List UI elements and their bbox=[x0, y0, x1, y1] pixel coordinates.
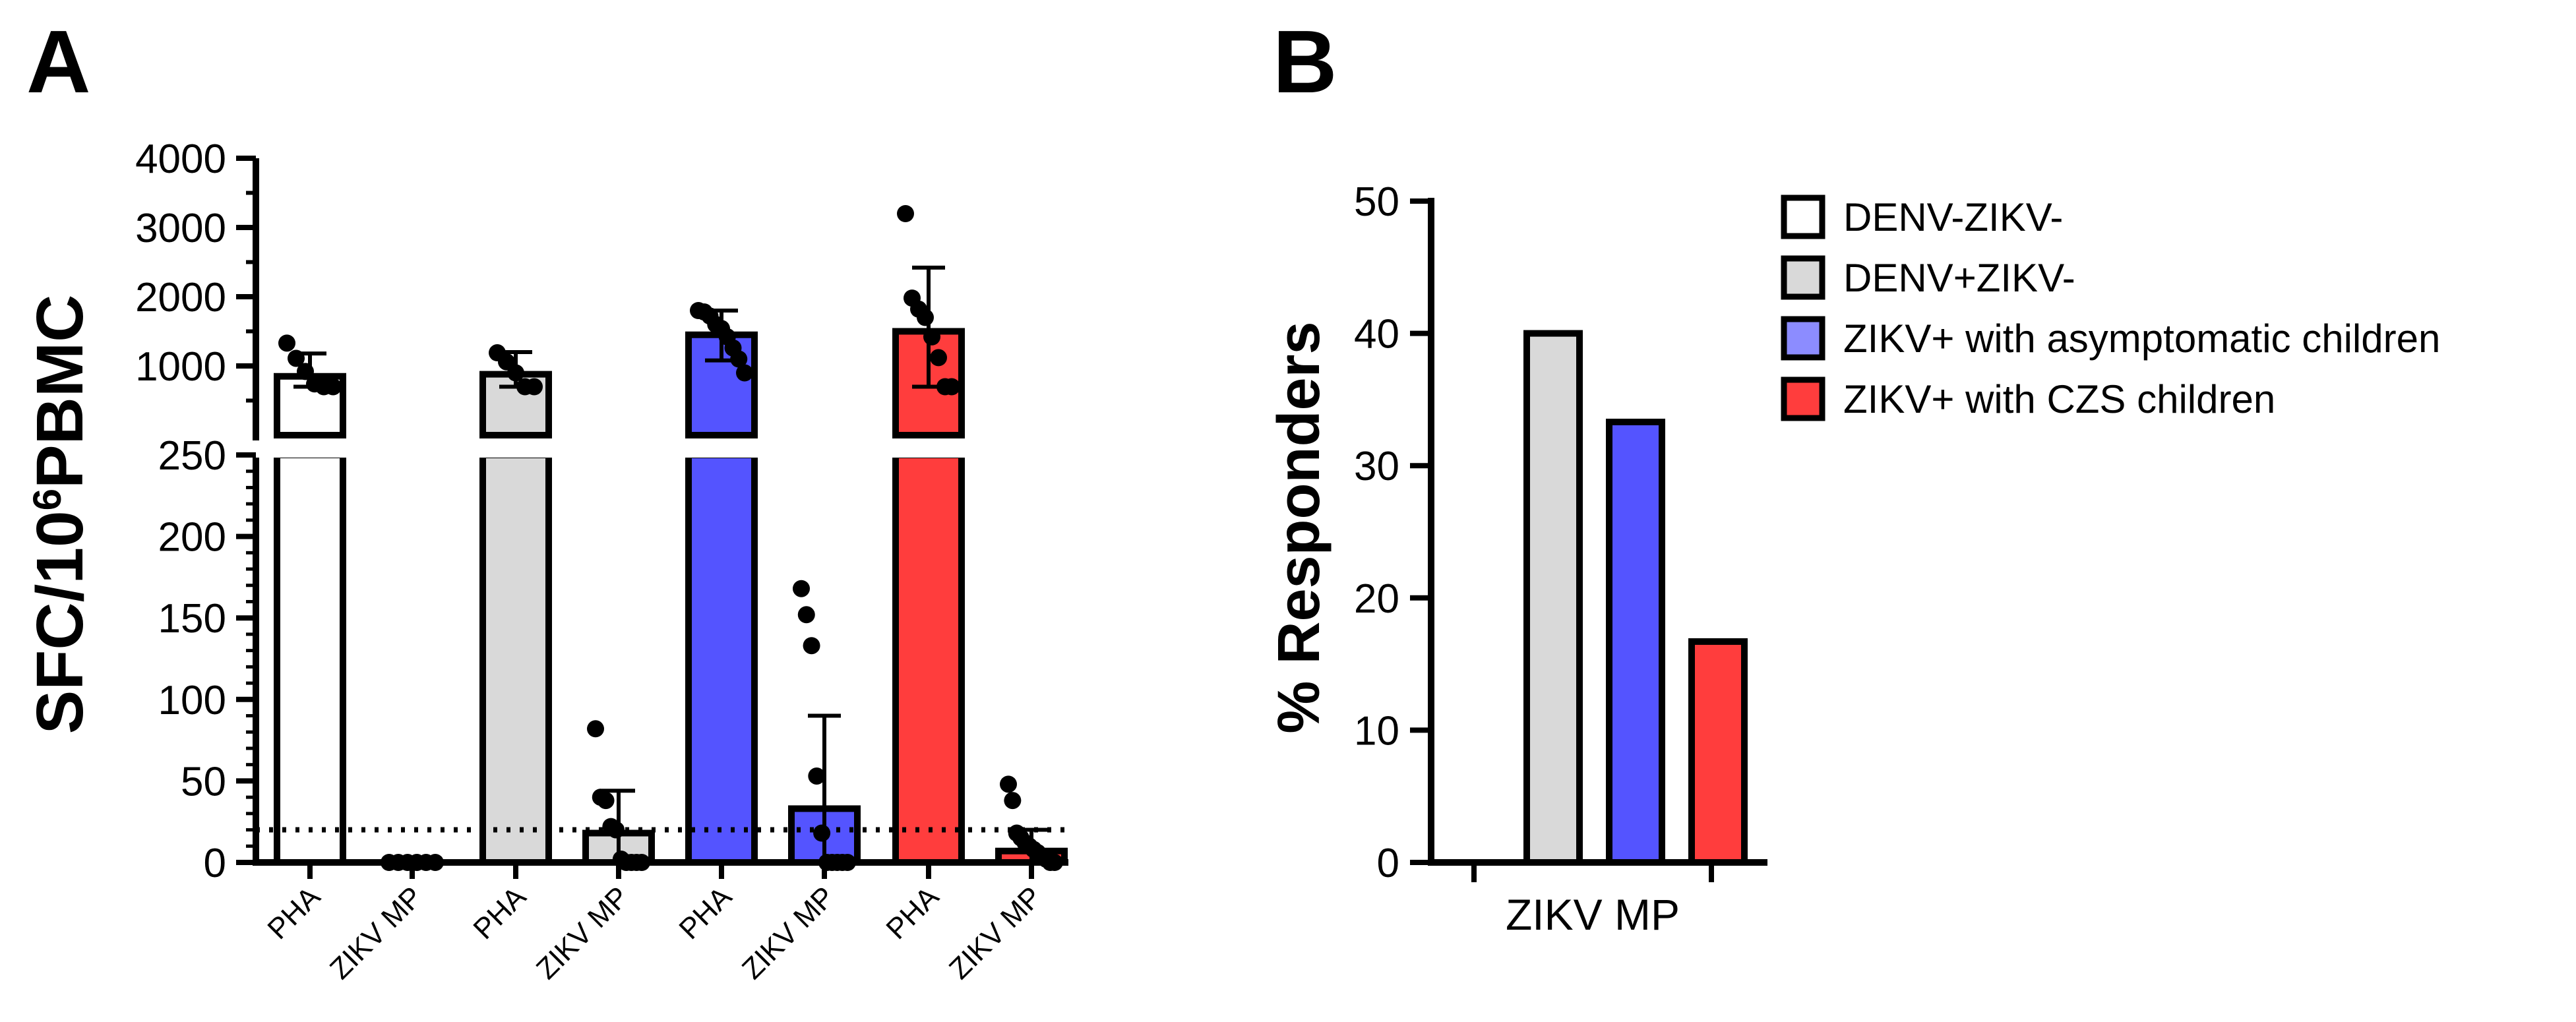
data-point bbox=[897, 205, 914, 222]
data-point bbox=[297, 363, 314, 380]
y-tick-label-upper: 4000 bbox=[135, 136, 226, 182]
data-point bbox=[324, 378, 342, 396]
y-tick-label-upper: 2000 bbox=[135, 275, 226, 320]
y-tick-label: 40 bbox=[1354, 312, 1399, 357]
y-tick-label: 20 bbox=[1354, 576, 1399, 622]
data-point bbox=[793, 580, 810, 597]
legend-label-1: DENV+ZIKV- bbox=[1843, 256, 2075, 300]
panel-b-y-axis-label: % Responders bbox=[1266, 321, 1332, 733]
data-point bbox=[507, 364, 524, 382]
data-point bbox=[813, 824, 831, 842]
data-point bbox=[1004, 792, 1022, 810]
data-point bbox=[278, 334, 295, 352]
y-tick-label: 0 bbox=[1377, 841, 1399, 886]
data-point bbox=[730, 350, 748, 368]
x-axis-label: ZIKV MP bbox=[1506, 890, 1680, 939]
responder-bar-3 bbox=[1688, 638, 1748, 866]
y-tick-label-lower: 200 bbox=[158, 515, 226, 560]
y-tick-label-lower: 150 bbox=[158, 596, 226, 642]
bar-lower-segment-6 bbox=[892, 452, 965, 866]
legend-swatch-0 bbox=[1781, 195, 1825, 239]
x-tick-label: ZIKV MP bbox=[324, 880, 429, 985]
legend-label-3: ZIKV+ with CZS children bbox=[1843, 377, 2275, 421]
legend-swatch-1 bbox=[1781, 255, 1825, 300]
x-tick-label: PHA bbox=[467, 880, 532, 946]
panel-a-y-axis-label: SFC/106PBMC bbox=[23, 295, 97, 735]
panel-b-chart: 0 10 20 30 40 50 ZIKV MP bbox=[1354, 179, 1767, 939]
y-tick-label: 10 bbox=[1354, 708, 1399, 754]
data-point bbox=[917, 309, 934, 326]
x-tick-label: PHA bbox=[880, 880, 945, 946]
data-point bbox=[923, 328, 940, 346]
bar-lower-segment-2 bbox=[479, 452, 552, 866]
data-point bbox=[943, 378, 960, 396]
y-tick-label-lower: 100 bbox=[158, 678, 226, 723]
x-tick-label: PHA bbox=[673, 880, 738, 946]
y-tick-label-lower: 0 bbox=[204, 841, 226, 886]
data-point bbox=[526, 378, 543, 396]
bar-lower-segment-0 bbox=[274, 452, 346, 866]
y-tick-label: 30 bbox=[1354, 444, 1399, 489]
x-tick-label: ZIKV MP bbox=[736, 880, 841, 985]
legend-label-0: DENV-ZIKV- bbox=[1843, 195, 2063, 239]
data-point bbox=[607, 821, 625, 839]
y-tick-label-lower: 50 bbox=[181, 759, 226, 804]
responder-bar-1 bbox=[1523, 330, 1583, 866]
bar-lower-segment-4 bbox=[685, 452, 758, 866]
y-tick-label-upper: 1000 bbox=[135, 344, 226, 390]
data-point bbox=[288, 349, 305, 367]
data-point bbox=[736, 364, 753, 382]
data-point bbox=[808, 767, 826, 785]
y-tick-label: 50 bbox=[1354, 179, 1399, 225]
data-point bbox=[797, 606, 815, 624]
axis-break-gap bbox=[251, 444, 1062, 458]
y-tick-label-upper: 3000 bbox=[135, 206, 226, 251]
legend-swatch-3 bbox=[1781, 376, 1825, 421]
data-point bbox=[597, 792, 615, 810]
data-point bbox=[803, 637, 820, 655]
panel-b-legend: DENV-ZIKV- DENV+ZIKV- ZIKV+ with asymptoma… bbox=[1781, 195, 2440, 421]
data-point bbox=[930, 349, 947, 367]
legend-label-2: ZIKV+ with asymptomatic children bbox=[1843, 316, 2440, 361]
legend-swatch-2 bbox=[1781, 316, 1825, 361]
x-tick-label: PHA bbox=[261, 880, 326, 946]
panel-a-letter: A bbox=[26, 12, 91, 111]
data-point bbox=[587, 720, 604, 738]
y-tick-label-lower: 250 bbox=[158, 433, 226, 479]
x-tick-label: ZIKV MP bbox=[943, 880, 1048, 985]
responder-bar-2 bbox=[1606, 419, 1665, 866]
x-tick-label: ZIKV MP bbox=[530, 880, 635, 985]
panel-b-letter: B bbox=[1273, 12, 1337, 111]
data-point bbox=[1000, 775, 1017, 793]
